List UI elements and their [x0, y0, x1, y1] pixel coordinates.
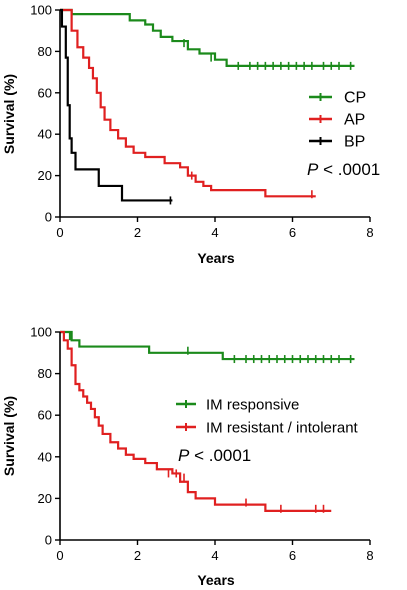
y-tick-label: 0: [45, 210, 52, 225]
series-line-ap: [60, 8, 316, 198]
y-axis-title-top: Survival (%): [1, 74, 17, 154]
legend-label-im-resistant-intolerant: IM resistant / intolerant: [206, 420, 359, 437]
y-tick-label: 60: [38, 408, 52, 423]
series-line-im-responsive: [60, 330, 355, 361]
series-line-bp: [60, 8, 173, 202]
x-tick-label: 4: [211, 225, 218, 240]
p-value-top: P < .0001: [307, 160, 380, 179]
y-tick-label: 0: [45, 533, 52, 548]
plot-area-top: [60, 8, 355, 205]
x-tick-label: 2: [134, 548, 141, 563]
y-axis-top: 0 20 40 60 80 100: [30, 3, 61, 225]
y-tick-label: 100: [30, 325, 52, 340]
x-axis-bottom: 0 2 4 6 8: [56, 539, 374, 563]
p-value-bottom: P < .0001: [178, 446, 251, 465]
legend-label-cp: CP: [344, 90, 366, 107]
y-axis-title-bottom: Survival (%): [1, 396, 17, 476]
chart-bottom: 0 20 40 60 80 100 0 2 4 6 8 Survival (%) Years IM…: [1, 325, 374, 589]
p-value-bottom-symbol: P: [178, 446, 190, 465]
x-axis-top: 0 2 4 6 8: [56, 216, 374, 240]
y-tick-label: 100: [30, 3, 52, 18]
y-tick-label: 20: [38, 168, 52, 183]
x-tick-label: 8: [366, 225, 373, 240]
y-tick-label: 40: [38, 449, 52, 464]
legend-bottom: IM responsive IM resistant / intolerant: [176, 397, 359, 437]
x-tick-label: 6: [289, 225, 296, 240]
legend-label-ap: AP: [344, 112, 365, 129]
x-tick-label: 8: [366, 548, 373, 563]
series-line-cp: [60, 8, 355, 67]
chart-top: 0 20 40 60 80 100 0 2 4 6 8 Survival (%) Years CP…: [1, 3, 380, 267]
legend-label-bp: BP: [344, 134, 365, 151]
series-line-im-resistant-intolerant: [60, 330, 332, 512]
y-tick-label: 40: [38, 127, 52, 142]
legend-top: CP AP BP: [309, 90, 366, 151]
x-tick-label: 6: [289, 548, 296, 563]
p-value-top-symbol: P: [307, 160, 319, 179]
y-tick-label: 80: [38, 366, 52, 381]
x-axis-title-top: Years: [197, 250, 235, 266]
x-tick-label: 0: [56, 225, 63, 240]
x-tick-label: 0: [56, 548, 63, 563]
x-axis-title-bottom: Years: [197, 572, 235, 588]
p-value-bottom-value: < .0001: [189, 446, 251, 465]
y-tick-label: 20: [38, 491, 52, 506]
y-tick-label: 80: [38, 44, 52, 59]
x-tick-label: 4: [211, 548, 218, 563]
y-axis-bottom: 0 20 40 60 80 100: [30, 325, 61, 548]
p-value-top-value: < .0001: [318, 160, 380, 179]
y-tick-label: 60: [38, 85, 52, 100]
plot-area-bottom: [60, 330, 355, 513]
x-tick-label: 2: [134, 225, 141, 240]
legend-label-im-responsive: IM responsive: [206, 397, 299, 414]
